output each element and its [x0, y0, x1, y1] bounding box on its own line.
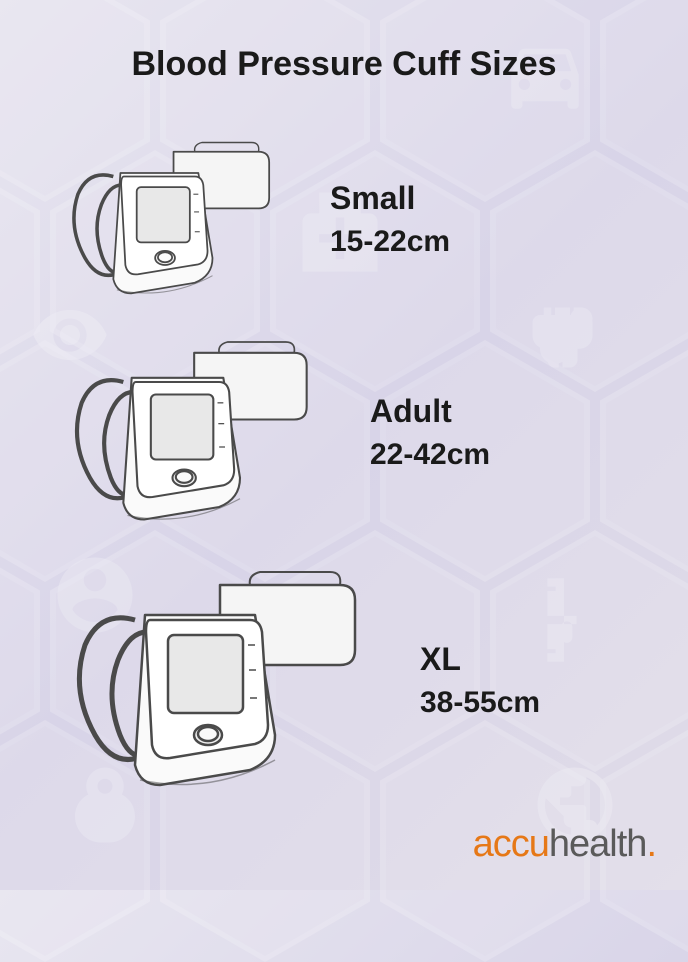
- size-label-adult: Adult: [370, 393, 490, 430]
- device-illustration-small: [50, 134, 290, 304]
- device-illustration-xl: [50, 560, 380, 800]
- size-label-small: Small: [330, 180, 450, 217]
- sizes-list: Small 15-22cm: [30, 134, 658, 800]
- page-title: Blood Pressure Cuff Sizes: [30, 45, 658, 84]
- brand-logo: accuhealth.: [473, 823, 656, 866]
- size-range-small: 15-22cm: [330, 225, 450, 259]
- size-range-adult: 22-42cm: [370, 438, 490, 472]
- brand-part-health: health: [549, 823, 647, 865]
- size-row-adult: Adult 22-42cm: [50, 332, 658, 532]
- brand-dot: .: [646, 823, 656, 865]
- size-range-xl: 38-55cm: [420, 686, 540, 720]
- size-row-small: Small 15-22cm: [50, 134, 658, 304]
- brand-part-accu: accu: [473, 823, 549, 865]
- size-row-xl: XL 38-55cm: [50, 560, 658, 800]
- size-label-xl: XL: [420, 641, 540, 678]
- device-illustration-adult: [50, 332, 330, 532]
